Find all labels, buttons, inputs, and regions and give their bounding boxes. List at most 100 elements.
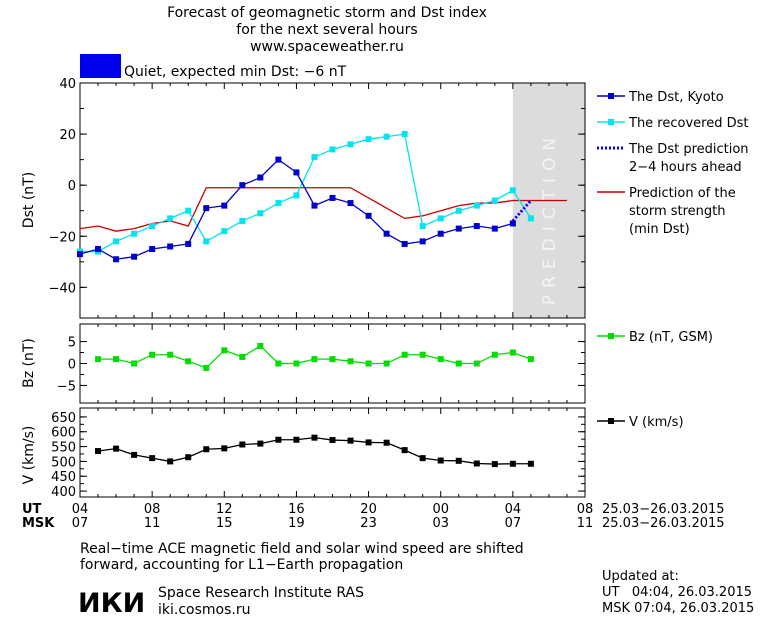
legend-label: The recovered Dst	[628, 116, 748, 131]
data-point	[383, 360, 390, 367]
ut-tick-label: 04	[72, 502, 89, 517]
data-point	[221, 445, 228, 452]
data-point	[131, 230, 138, 237]
data-point	[527, 215, 534, 222]
y-tick-label: 5	[68, 336, 76, 351]
legend-marker	[608, 93, 614, 99]
data-point	[275, 360, 282, 367]
data-point	[293, 436, 300, 443]
legend: The Dst, Kyoto The recovered Dst The Dst p…	[597, 90, 749, 430]
msk-tick-label: 07	[505, 516, 522, 531]
data-point	[239, 353, 246, 360]
data-point	[257, 440, 264, 447]
panel-frame	[79, 323, 586, 404]
ut-tick-label: 08	[577, 502, 594, 517]
y-tick-label: 550	[51, 441, 76, 456]
data-point	[455, 207, 462, 214]
data-point	[401, 131, 408, 138]
data-point	[509, 460, 516, 467]
data-point	[77, 251, 83, 258]
y-tick-label: −20	[49, 230, 76, 245]
msk-label: MSK	[22, 516, 55, 531]
data-point	[113, 256, 120, 263]
data-point	[365, 212, 372, 219]
panel-frame	[79, 407, 586, 498]
data-point	[401, 240, 408, 247]
data-point	[257, 342, 264, 349]
data-point	[473, 202, 480, 209]
data-point	[419, 455, 426, 462]
data-point	[221, 347, 228, 354]
legend-label: The Dst prediction	[628, 142, 749, 157]
data-point	[275, 436, 282, 443]
data-point	[419, 238, 426, 245]
data-point	[491, 197, 498, 204]
data-point	[437, 215, 444, 222]
y-tick-label: 400	[51, 485, 76, 500]
data-point	[311, 154, 318, 161]
data-point	[347, 200, 354, 207]
updated-label: Updated at:	[602, 569, 679, 584]
data-point	[401, 351, 408, 358]
data-point	[311, 356, 318, 363]
data-point	[167, 458, 174, 465]
title-url: www.spaceweather.ru	[250, 39, 404, 55]
data-point	[185, 454, 192, 461]
msk-tick-label: 19	[288, 516, 305, 531]
msk-date-range: 25.03−26.03.2015	[602, 516, 725, 531]
ut-tick-label: 12	[216, 502, 233, 517]
legend-label: V (km/s)	[629, 415, 684, 430]
data-point	[95, 246, 102, 253]
data-point	[329, 146, 336, 153]
data-point	[455, 457, 462, 464]
data-point	[257, 210, 264, 217]
y-tick-label: 450	[51, 470, 76, 485]
data-point	[509, 349, 516, 356]
data-point	[347, 141, 354, 148]
y-tick-label: −40	[49, 281, 76, 296]
msk-tick-label: 07	[72, 516, 89, 531]
prediction-label: PREDICTION	[540, 131, 560, 305]
legend-marker	[608, 119, 614, 125]
data-point	[383, 133, 390, 140]
data-point	[167, 351, 174, 358]
data-point	[275, 200, 282, 207]
y-tick-label: 650	[51, 411, 76, 426]
data-point	[95, 448, 102, 455]
y-axis-label: Bz (nT)	[21, 338, 37, 388]
data-point	[203, 364, 210, 371]
data-point	[167, 243, 174, 250]
data-point	[167, 215, 174, 222]
data-point	[149, 223, 156, 230]
title-line-2: for the next several hours	[236, 22, 417, 38]
data-point	[95, 356, 102, 363]
data-point	[491, 461, 498, 468]
data-point	[203, 205, 210, 212]
status-text: Quiet, expected min Dst: −6 nT	[124, 64, 347, 80]
data-point	[113, 445, 120, 452]
data-point	[293, 169, 300, 176]
legend-label: 2−4 hours ahead	[629, 160, 742, 175]
legend-marker	[608, 333, 614, 339]
msk-tick-label: 23	[360, 516, 377, 531]
data-point	[419, 351, 426, 358]
y-tick-label: 20	[59, 128, 76, 143]
legend-label: storm strength	[629, 204, 726, 219]
data-point	[113, 356, 120, 363]
status-color-swatch	[80, 54, 121, 78]
title-line-1: Forecast of geomagnetic storm and Dst in…	[167, 5, 487, 21]
y-tick-label: −5	[57, 379, 76, 394]
data-point	[473, 360, 480, 367]
data-point	[131, 360, 138, 367]
data-point	[473, 460, 480, 467]
data-point	[509, 187, 516, 194]
data-point	[347, 437, 354, 444]
updated-ut: UT 04:04, 26.03.2015	[602, 585, 752, 600]
data-point	[473, 223, 480, 230]
y-tick-label: 600	[51, 426, 76, 441]
series-line-0	[97, 437, 531, 465]
data-point	[329, 356, 336, 363]
ut-tick-label: 20	[360, 502, 377, 517]
